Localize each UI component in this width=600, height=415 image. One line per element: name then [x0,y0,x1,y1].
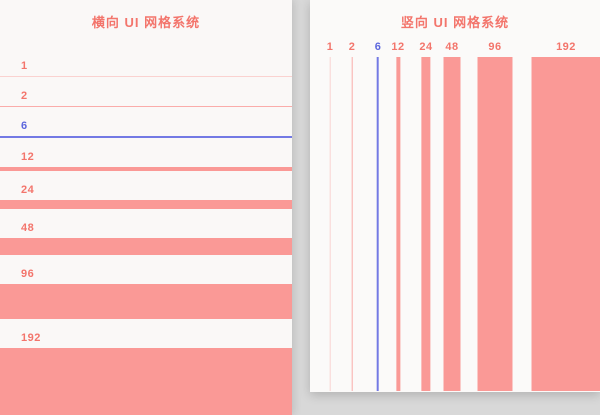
grid-value-label: 48 [21,222,35,234]
grid-column: 96 [477,41,513,391]
horizontal-grid-bar [0,200,292,209]
vertical-grid-bar [443,57,461,391]
grid-value-label: 96 [21,268,35,280]
grid-value-label: 24 [419,41,433,53]
grid-value-label: 48 [445,41,459,53]
grid-row: 2 [0,91,292,107]
horizontal-grid-bar [0,76,292,77]
horizontal-grid-panel: 横向 UI 网格系统 1 2 6 12 24 48 96 192 [0,0,292,415]
grid-column: 192 [531,41,600,391]
grid-value-label: 192 [556,41,576,53]
grid-row: 48 [0,223,292,255]
vertical-columns: 1 2 6 12 24 48 96 192 [310,0,600,392]
grid-value-label: 1 [21,60,28,72]
grid-row: 192 [0,333,292,415]
grid-column: 48 [443,41,461,391]
horizontal-grid-bar [0,238,292,255]
grid-column: 24 [419,42,432,391]
grid-row: 24 [0,185,292,209]
grid-row: 6 [0,121,292,138]
vertical-grid-bar [329,57,331,391]
horizontal-grid-bar [0,284,292,319]
grid-column: 6 [375,42,382,391]
grid-value-label: 2 [21,90,28,102]
grid-row: 12 [0,152,292,171]
vertical-grid-panel: 竖向 UI 网格系统 1 2 6 12 24 48 96 192 [310,0,600,392]
vertical-grid-bar [477,57,513,391]
grid-row: 1 [0,61,292,77]
horizontal-grid-bar [0,167,292,171]
vertical-panel-title: 竖向 UI 网格系统 [400,15,510,30]
horizontal-grid-bar [0,136,292,138]
vertical-grid-bar [377,57,379,391]
grid-value-label: 6 [374,41,382,53]
grid-value-label: 192 [21,332,41,344]
horizontal-rows: 1 2 6 12 24 48 96 192 [0,30,292,415]
vertical-grid-bar [396,57,400,391]
vertical-grid-bar [421,57,431,391]
horizontal-grid-bar [0,106,292,107]
grid-value-label: 6 [21,120,28,132]
grid-value-label: 24 [21,184,35,196]
grid-value-label: 12 [391,41,405,53]
horizontal-grid-bar [0,348,292,415]
grid-value-label: 2 [348,41,356,53]
grid-value-label: 1 [326,41,334,53]
vertical-grid-bar [351,57,353,391]
grid-value-label: 12 [21,151,35,163]
vertical-grid-bar [531,57,600,391]
grid-column: 1 [327,42,334,391]
grid-column: 12 [391,42,404,391]
horizontal-panel-title: 横向 UI 网格系统 [91,15,201,30]
grid-row: 96 [0,269,292,319]
grid-column: 2 [349,42,356,391]
grid-value-label: 96 [488,41,502,53]
